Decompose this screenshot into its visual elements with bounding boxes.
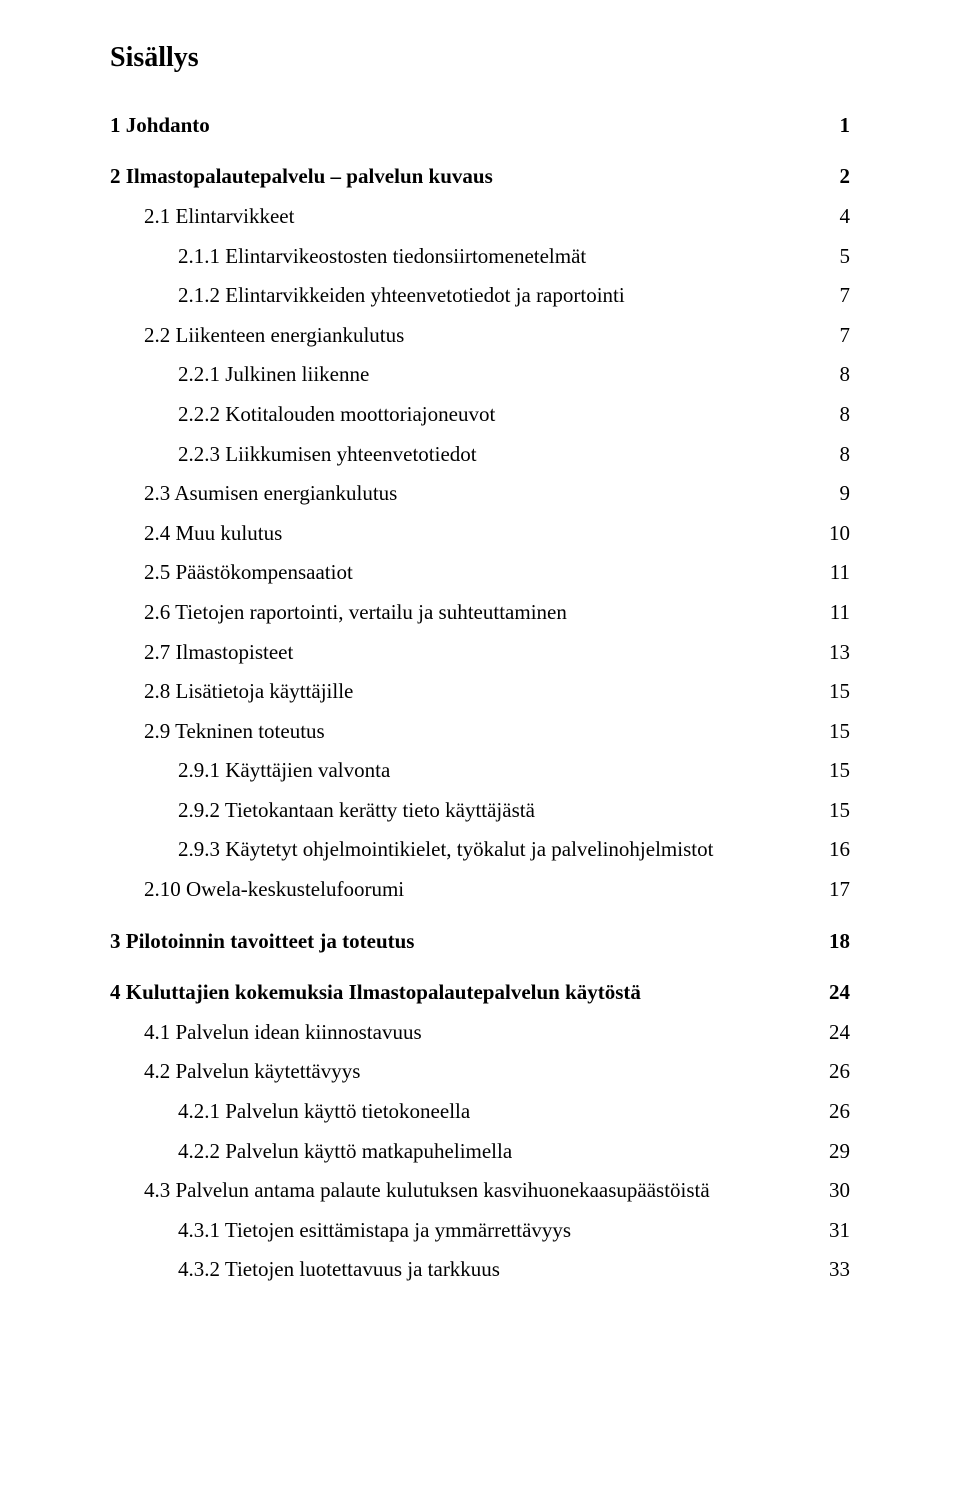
toc-entry-label: 2.6 Tietojen raportointi, vertailu ja su… [144, 596, 820, 630]
toc-entry: 2.6 Tietojen raportointi, vertailu ja su… [144, 596, 850, 630]
toc-entry: 1 Johdanto1 [110, 109, 850, 143]
toc-entry-label: 2.2 Liikenteen energiankulutus [144, 319, 820, 353]
toc-entry-label: 2.9.3 Käytetyt ohjelmointikielet, työkal… [178, 833, 820, 867]
toc-entry-label: 2.8 Lisätietoja käyttäjille [144, 675, 820, 709]
toc-entry-page: 10 [820, 517, 850, 551]
toc-entry-page: 1 [820, 109, 850, 143]
toc-entry-page: 11 [820, 556, 850, 590]
toc-entry-page: 13 [820, 636, 850, 670]
toc-entry-page: 24 [820, 1016, 850, 1050]
toc-entry-label: 2.1.1 Elintarvikeostosten tiedonsiirtome… [178, 240, 820, 274]
toc-entry-page: 4 [820, 200, 850, 234]
toc-entry: 2.10 Owela-keskustelufoorumi17 [144, 873, 850, 907]
toc-entry: 2 Ilmastopalautepalvelu – palvelun kuvau… [110, 160, 850, 194]
toc-entry-label: 2.1.2 Elintarvikkeiden yhteenvetotiedot … [178, 279, 820, 313]
toc-entry-page: 9 [820, 477, 850, 511]
toc-list: 1 Johdanto12 Ilmastopalautepalvelu – pal… [110, 109, 850, 1287]
toc-entry: 2.9 Tekninen toteutus15 [144, 715, 850, 749]
toc-entry-page: 8 [820, 438, 850, 472]
toc-entry: 4.3.2 Tietojen luotettavuus ja tarkkuus3… [178, 1253, 850, 1287]
toc-entry-label: 2.2.1 Julkinen liikenne [178, 358, 820, 392]
toc-entry-label: 4.3.1 Tietojen esittämistapa ja ymmärret… [178, 1214, 820, 1248]
toc-entry: 2.8 Lisätietoja käyttäjille15 [144, 675, 850, 709]
toc-entry: 2.2.2 Kotitalouden moottoriajoneuvot8 [178, 398, 850, 432]
toc-entry: 4 Kuluttajien kokemuksia Ilmastopalautep… [110, 976, 850, 1010]
toc-entry-label: 2.9 Tekninen toteutus [144, 715, 820, 749]
toc-entry-page: 15 [820, 794, 850, 828]
toc-entry-page: 30 [820, 1174, 850, 1208]
toc-entry-label: 4 Kuluttajien kokemuksia Ilmastopalautep… [110, 976, 820, 1010]
toc-entry: 2.2.1 Julkinen liikenne8 [178, 358, 850, 392]
toc-entry: 3 Pilotoinnin tavoitteet ja toteutus18 [110, 925, 850, 959]
toc-entry-label: 2.5 Päästökompensaatiot [144, 556, 820, 590]
toc-entry-page: 15 [820, 675, 850, 709]
toc-entry-page: 7 [820, 319, 850, 353]
toc-entry-page: 31 [820, 1214, 850, 1248]
toc-entry-label: 4.3 Palvelun antama palaute kulutuksen k… [144, 1174, 820, 1208]
toc-entry: 2.1.1 Elintarvikeostosten tiedonsiirtome… [178, 240, 850, 274]
toc-page: Sisällys 1 Johdanto12 Ilmastopalautepalv… [0, 0, 960, 1501]
toc-entry: 2.4 Muu kulutus10 [144, 517, 850, 551]
toc-entry-label: 2.1 Elintarvikkeet [144, 200, 820, 234]
toc-entry-page: 8 [820, 358, 850, 392]
toc-entry-page: 15 [820, 754, 850, 788]
toc-entry: 4.1 Palvelun idean kiinnostavuus24 [144, 1016, 850, 1050]
toc-entry-label: 4.1 Palvelun idean kiinnostavuus [144, 1016, 820, 1050]
toc-entry-label: 2.9.2 Tietokantaan kerätty tieto käyttäj… [178, 794, 820, 828]
toc-entry-page: 11 [820, 596, 850, 630]
toc-entry-page: 16 [820, 833, 850, 867]
toc-entry: 2.7 Ilmastopisteet13 [144, 636, 850, 670]
toc-entry-page: 8 [820, 398, 850, 432]
toc-entry: 2.9.3 Käytetyt ohjelmointikielet, työkal… [178, 833, 850, 867]
toc-heading: Sisällys [110, 36, 850, 81]
toc-entry: 2.3 Asumisen energiankulutus9 [144, 477, 850, 511]
toc-entry: 2.1.2 Elintarvikkeiden yhteenvetotiedot … [178, 279, 850, 313]
toc-entry-page: 26 [820, 1095, 850, 1129]
toc-entry-page: 33 [820, 1253, 850, 1287]
toc-entry: 2.2.3 Liikkumisen yhteenvetotiedot8 [178, 438, 850, 472]
toc-entry-label: 2.3 Asumisen energiankulutus [144, 477, 820, 511]
toc-entry-label: 4.3.2 Tietojen luotettavuus ja tarkkuus [178, 1253, 820, 1287]
toc-entry: 4.2 Palvelun käytettävyys26 [144, 1055, 850, 1089]
toc-entry: 2.9.1 Käyttäjien valvonta15 [178, 754, 850, 788]
toc-entry-label: 4.2 Palvelun käytettävyys [144, 1055, 820, 1089]
toc-entry-label: 1 Johdanto [110, 109, 820, 143]
toc-entry-label: 4.2.2 Palvelun käyttö matkapuhelimella [178, 1135, 820, 1169]
toc-entry-page: 17 [820, 873, 850, 907]
toc-entry-page: 5 [820, 240, 850, 274]
toc-entry: 2.1 Elintarvikkeet4 [144, 200, 850, 234]
toc-entry-label: 2.10 Owela-keskustelufoorumi [144, 873, 820, 907]
toc-entry: 2.2 Liikenteen energiankulutus7 [144, 319, 850, 353]
toc-entry: 2.9.2 Tietokantaan kerätty tieto käyttäj… [178, 794, 850, 828]
toc-entry-label: 2.4 Muu kulutus [144, 517, 820, 551]
toc-entry-page: 29 [820, 1135, 850, 1169]
toc-entry-page: 24 [820, 976, 850, 1010]
toc-entry-label: 2.9.1 Käyttäjien valvonta [178, 754, 820, 788]
toc-entry-label: 2.7 Ilmastopisteet [144, 636, 820, 670]
toc-entry: 4.3.1 Tietojen esittämistapa ja ymmärret… [178, 1214, 850, 1248]
toc-entry-page: 2 [820, 160, 850, 194]
toc-entry: 4.3 Palvelun antama palaute kulutuksen k… [144, 1174, 850, 1208]
toc-entry-page: 18 [820, 925, 850, 959]
toc-entry-page: 26 [820, 1055, 850, 1089]
toc-entry: 4.2.2 Palvelun käyttö matkapuhelimella29 [178, 1135, 850, 1169]
toc-entry-page: 7 [820, 279, 850, 313]
toc-entry-label: 2.2.3 Liikkumisen yhteenvetotiedot [178, 438, 820, 472]
toc-entry-page: 15 [820, 715, 850, 749]
toc-entry-label: 2 Ilmastopalautepalvelu – palvelun kuvau… [110, 160, 820, 194]
toc-entry: 2.5 Päästökompensaatiot11 [144, 556, 850, 590]
toc-entry-label: 2.2.2 Kotitalouden moottoriajoneuvot [178, 398, 820, 432]
toc-entry-label: 3 Pilotoinnin tavoitteet ja toteutus [110, 925, 820, 959]
toc-entry: 4.2.1 Palvelun käyttö tietokoneella26 [178, 1095, 850, 1129]
toc-entry-label: 4.2.1 Palvelun käyttö tietokoneella [178, 1095, 820, 1129]
